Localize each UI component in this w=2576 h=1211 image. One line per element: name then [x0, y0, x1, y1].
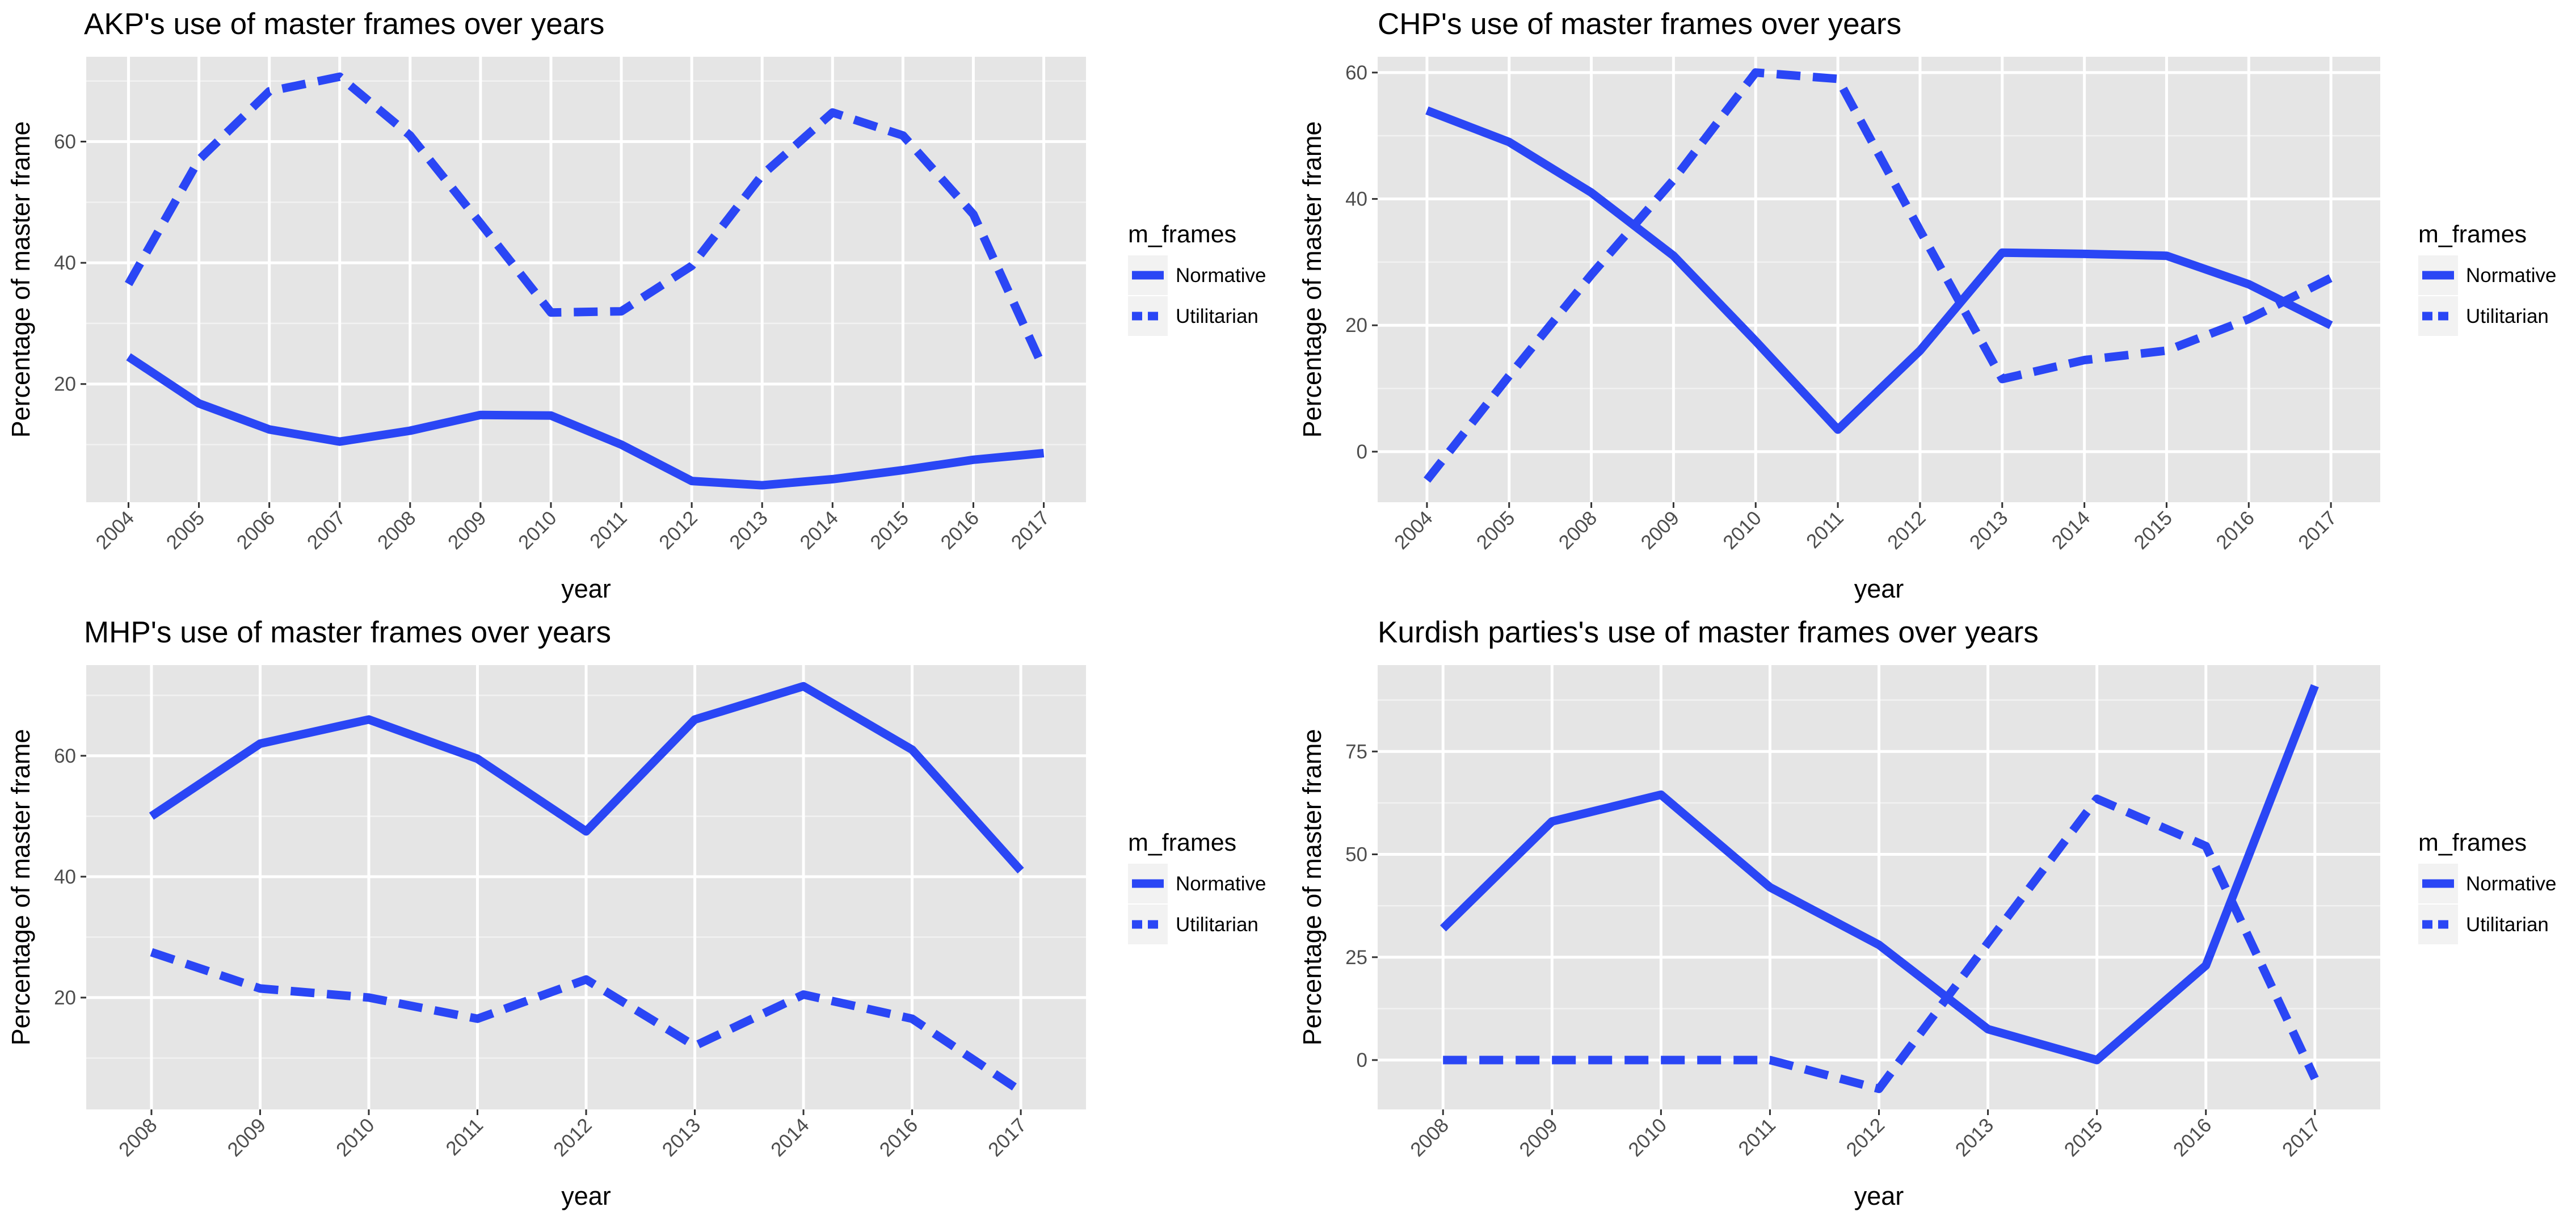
- y-tick-label: 0: [1357, 441, 1367, 463]
- legend-label: Utilitarian: [2466, 305, 2549, 327]
- y-tick-label: 75: [1345, 741, 1367, 763]
- series-line-normative: [126, 353, 1045, 490]
- y-tick-label: 20: [54, 373, 76, 396]
- x-axis-label: year: [561, 574, 611, 603]
- y-tick-label: 40: [54, 252, 76, 274]
- legend: m_frames Normative Utilitarian: [1128, 221, 1266, 336]
- series-line-utilitarian: [1443, 794, 2319, 1094]
- legend-label: Utilitarian: [1176, 914, 1258, 936]
- legend-label: Utilitarian: [1176, 305, 1258, 327]
- y-tick-label: 50: [1345, 844, 1367, 866]
- y-tick-label: 25: [1345, 947, 1367, 969]
- y-tick-label: 0: [1357, 1049, 1367, 1071]
- y-tick-label: 40: [54, 866, 76, 888]
- legend-label: Utilitarian: [2466, 914, 2549, 936]
- legend-title: m_frames: [2418, 221, 2527, 248]
- x-axis-label: year: [1854, 1181, 1904, 1210]
- legend-label: Normative: [1176, 873, 1266, 895]
- legend: m_frames Normative Utilitarian: [2418, 221, 2556, 336]
- y-tick-label: 60: [54, 131, 76, 153]
- series-line-normative: [149, 682, 1024, 874]
- y-axis-label: Percentage of master frame: [1298, 729, 1327, 1046]
- series-line-utilitarian: [150, 948, 1024, 1095]
- y-tick-label: 20: [54, 987, 76, 1009]
- y-axis-label: Percentage of master frame: [6, 729, 35, 1046]
- series-line-normative: [1439, 684, 2319, 1065]
- legend-label: Normative: [2466, 264, 2556, 287]
- y-axis-label: Percentage of master frame: [1298, 121, 1327, 438]
- y-axis-label: Percentage of master frame: [6, 121, 35, 438]
- x-axis-label: year: [1854, 574, 1904, 603]
- series-line-utilitarian: [1424, 68, 2333, 483]
- chart-title: Kurdish parties's use of master frames o…: [1378, 616, 2039, 649]
- series-line-normative: [1425, 106, 2333, 434]
- plot-panel: [1378, 57, 2380, 502]
- chart-title: MHP's use of master frames over years: [84, 616, 611, 649]
- y-tick-label: 20: [1345, 314, 1367, 337]
- legend: m_frames Normative Utilitarian: [1128, 829, 1266, 944]
- legend-label: Normative: [2466, 873, 2556, 895]
- x-axis-label: year: [561, 1181, 611, 1210]
- chart-title: AKP's use of master frames over years: [84, 7, 604, 41]
- legend-title: m_frames: [1128, 829, 1236, 856]
- legend-label: Normative: [1176, 264, 1266, 287]
- chart-title: CHP's use of master frames over years: [1378, 7, 1901, 41]
- legend-title: m_frames: [1128, 221, 1236, 248]
- legend-title: m_frames: [2418, 829, 2527, 856]
- y-tick-label: 60: [1345, 62, 1367, 84]
- y-tick-label: 40: [1345, 188, 1367, 211]
- legend: m_frames Normative Utilitarian: [2418, 829, 2556, 944]
- series-line-utilitarian: [124, 72, 1048, 371]
- y-tick-label: 60: [54, 745, 76, 767]
